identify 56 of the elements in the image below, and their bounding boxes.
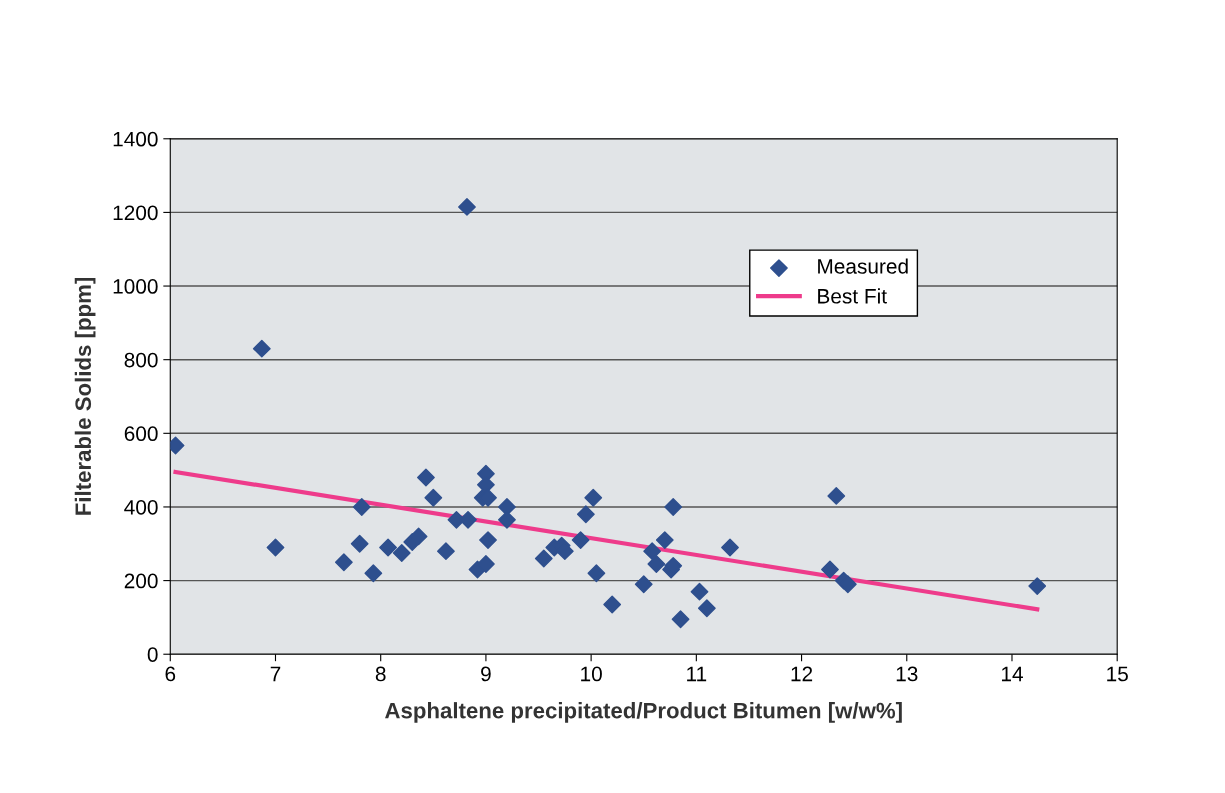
point [498,498,516,516]
point [266,538,285,557]
x-axis-title: Asphaltene precipitated/Product Bitumen [w/w%] [385,702,902,723]
x-tick-label: 9 [481,666,491,682]
point [334,553,353,572]
point [534,549,553,568]
point [571,531,590,550]
point [664,498,683,516]
point [821,560,839,579]
point [1028,577,1047,596]
point [417,468,435,487]
y-axis-title: Filterable Solids [ppm] [74,277,96,515]
point [350,534,369,553]
point [634,575,653,594]
point [838,575,857,594]
point [477,555,495,573]
y-tick-label: 1200 [113,205,158,221]
point [690,582,709,601]
point [576,505,595,524]
point [424,488,443,507]
point [697,599,716,618]
x-tick-label: 8 [375,666,386,682]
point [479,531,497,550]
point [643,542,662,561]
y-tick-label: 200 [124,573,158,589]
legend-label: Best Fit [818,288,887,304]
x-tick-label: 14 [1001,666,1023,682]
y-tick-label: 0 [147,647,158,662]
point [655,531,674,550]
point [827,486,846,505]
y-tick-label: 1400 [113,131,158,147]
x-tick-label: 11 [687,666,707,682]
point [647,555,666,573]
point [392,544,411,562]
point [671,610,690,629]
y-tick-label: 600 [124,426,158,442]
x-tick-label: 15 [1107,666,1128,682]
y-tick-label: 800 [124,352,158,368]
point [352,498,371,516]
y-tick-label: 1000 [113,279,158,294]
y-tick-label: 400 [124,499,158,515]
point [252,339,271,358]
x-tick-label: 12 [791,666,813,682]
point [587,564,606,583]
point [437,542,455,561]
x-tick-label: 7 [270,666,281,682]
x-tick-label: 6 [165,666,176,682]
point [721,538,739,557]
point [584,488,603,507]
legend-label: Measured [818,258,908,274]
point [603,595,622,614]
point [379,538,397,557]
x-tick-label: 10 [581,666,602,682]
point [364,564,383,583]
x-tick-label: 13 [896,666,918,682]
point [458,197,476,216]
